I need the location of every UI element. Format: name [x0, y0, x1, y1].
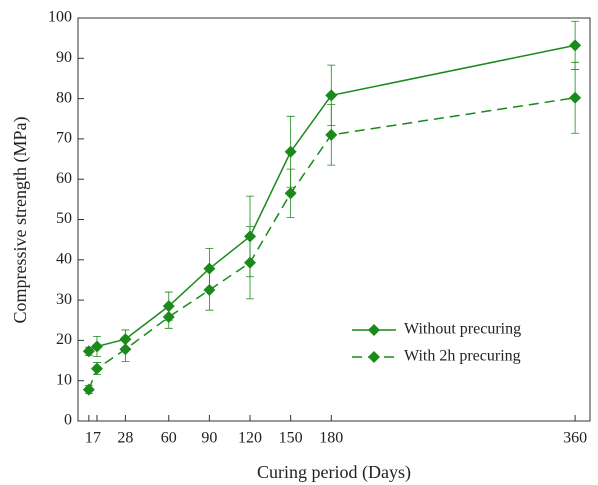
- x-tick-label: 180: [319, 430, 343, 447]
- marker: [90, 362, 103, 375]
- marker: [244, 256, 257, 269]
- legend-marker: [368, 351, 380, 363]
- marker: [90, 340, 103, 353]
- marker: [325, 89, 338, 102]
- y-tick-label: 10: [56, 371, 72, 388]
- marker: [569, 91, 582, 104]
- marker: [284, 187, 297, 200]
- marker: [203, 262, 216, 275]
- y-tick-label: 90: [56, 49, 72, 66]
- legend-label: Without precuring: [404, 321, 521, 338]
- marker: [82, 345, 95, 358]
- marker: [325, 128, 338, 141]
- x-tick-label: 7: [93, 430, 101, 447]
- y-tick-label: 20: [56, 331, 72, 348]
- y-tick-label: 70: [56, 130, 72, 147]
- y-axis-title: Compressive strength (MPa): [10, 117, 31, 324]
- legend-marker: [368, 324, 380, 336]
- marker: [284, 145, 297, 158]
- y-tick-label: 60: [56, 170, 72, 187]
- y-tick-label: 100: [48, 9, 72, 26]
- y-tick-label: 0: [64, 412, 72, 429]
- legend-label: With 2h precuring: [404, 348, 521, 365]
- marker: [162, 311, 175, 324]
- x-axis-title: Curing period (Days): [257, 462, 411, 483]
- y-tick-label: 40: [56, 250, 72, 267]
- y-tick-label: 80: [56, 89, 72, 106]
- marker: [569, 39, 582, 52]
- y-tick-label: 30: [56, 291, 72, 308]
- x-tick-label: 360: [563, 430, 587, 447]
- series-line: [88, 97, 576, 390]
- x-tick-label: 1: [85, 430, 93, 447]
- marker: [82, 383, 95, 396]
- x-tick-label: 120: [238, 430, 262, 447]
- marker: [203, 284, 216, 297]
- marker: [119, 343, 132, 356]
- x-tick-label: 28: [117, 430, 133, 447]
- x-tick-label: 60: [161, 430, 177, 447]
- x-tick-label: 90: [201, 430, 217, 447]
- y-tick-label: 50: [56, 210, 72, 227]
- x-tick-label: 150: [279, 430, 303, 447]
